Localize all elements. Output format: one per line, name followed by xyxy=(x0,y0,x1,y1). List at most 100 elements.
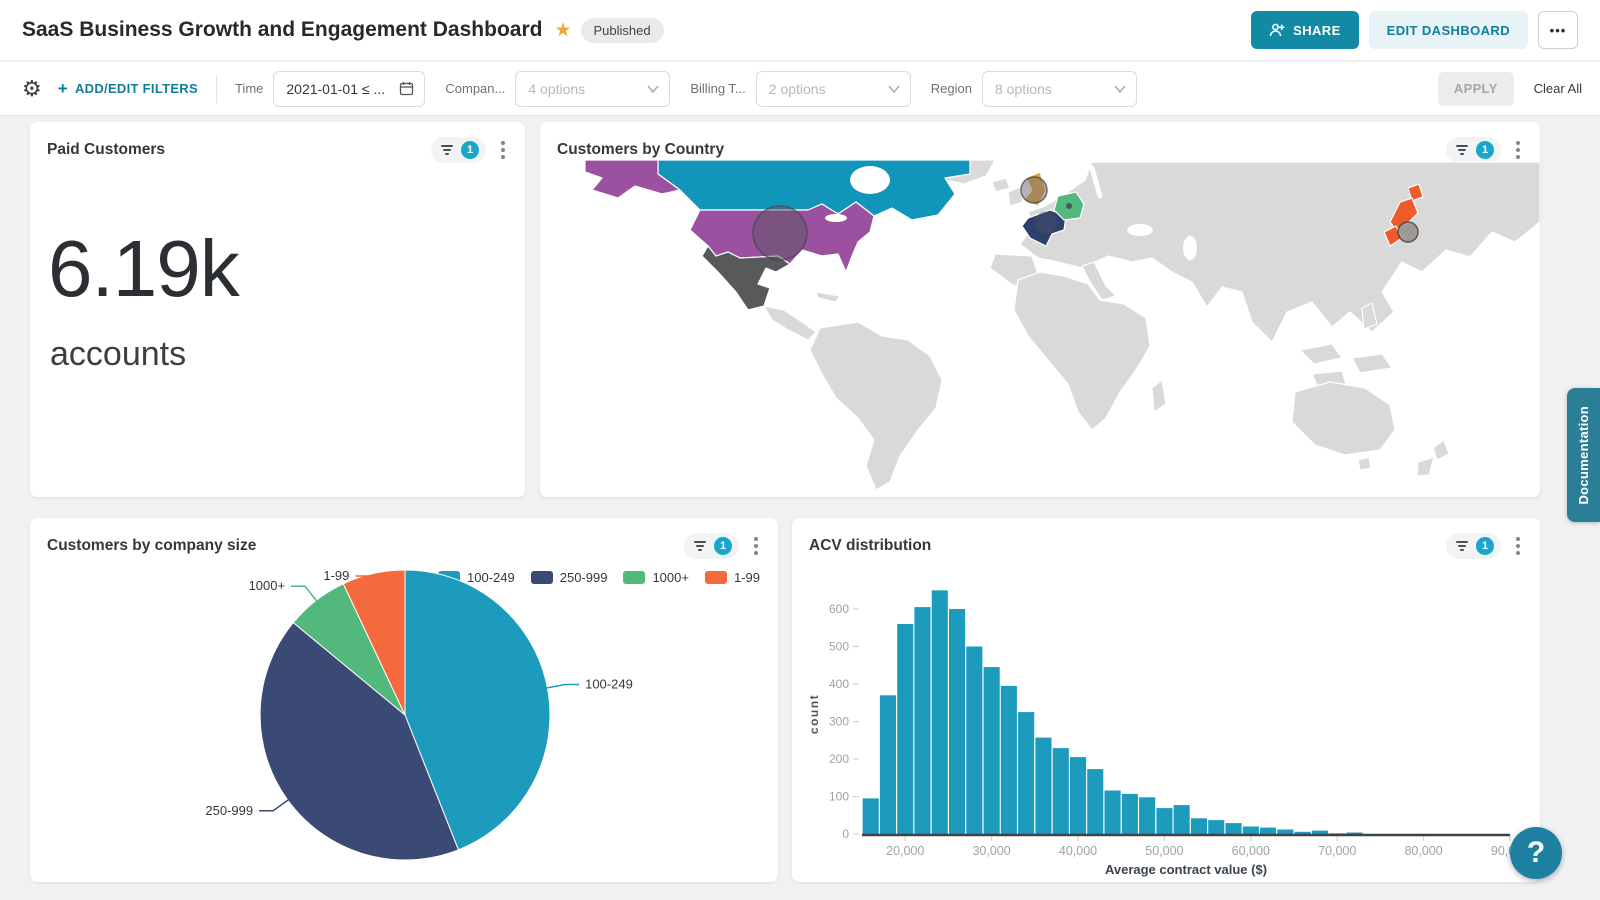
hist-bar[interactable] xyxy=(1087,769,1104,834)
favorite-star-icon[interactable]: ★ xyxy=(554,19,572,41)
country-mexico[interactable] xyxy=(701,245,791,311)
date-filter-input[interactable]: 2021-01-01 ≤ ... xyxy=(273,70,426,107)
pie-label-line xyxy=(355,574,374,577)
clear-all-button[interactable]: Clear All xyxy=(1533,81,1582,96)
chevron-down-icon xyxy=(888,85,900,93)
tasmania xyxy=(1357,456,1372,471)
country-japan-hokkaido[interactable] xyxy=(1407,183,1424,202)
plus-icon: + xyxy=(57,78,68,98)
pie-label-line xyxy=(291,585,318,603)
y-axis-title: count xyxy=(807,694,821,734)
page-title: SaaS Business Growth and Engagement Dash… xyxy=(22,18,543,41)
great-lakes xyxy=(825,214,847,222)
hist-bar[interactable] xyxy=(1225,823,1242,834)
hist-bar[interactable] xyxy=(983,667,1000,834)
x-tick-label: 20,000 xyxy=(886,844,924,858)
filter-group-0: Time 2021-01-01 ≤ ... xyxy=(235,70,426,107)
kebab-menu-icon[interactable] xyxy=(1510,135,1526,165)
pie-slice-label: 1-99 xyxy=(323,568,349,583)
hist-bar[interactable] xyxy=(1070,757,1087,834)
kebab-menu-icon[interactable] xyxy=(748,531,764,561)
settings-gear-icon[interactable]: ⚙ xyxy=(22,75,42,101)
calendar-icon xyxy=(400,82,414,96)
widget-customers-by-country: Customers by Country 1 xyxy=(540,122,1540,497)
hist-bar[interactable] xyxy=(897,624,914,834)
filter-select[interactable]: 2 options xyxy=(755,70,911,107)
bubble-france xyxy=(1034,211,1058,235)
hist-bar[interactable] xyxy=(1052,748,1069,834)
hist-bar[interactable] xyxy=(1294,831,1311,835)
y-tick-label: 300 xyxy=(829,715,849,729)
hist-bar[interactable] xyxy=(1346,832,1363,835)
country-usa-alaska[interactable] xyxy=(584,160,681,199)
hist-bar[interactable] xyxy=(1242,826,1259,835)
kpi-unit: accounts xyxy=(50,335,187,373)
hist-bar[interactable] xyxy=(1208,820,1225,834)
kebab-menu-icon[interactable] xyxy=(495,135,511,165)
indonesia-1 xyxy=(1299,343,1343,365)
widget-filter-chip[interactable]: 1 xyxy=(684,533,739,559)
filter-icon xyxy=(1456,145,1468,155)
kpi-value: 6.19k xyxy=(48,224,240,313)
add-edit-filters-label: ADD/EDIT FILTERS xyxy=(74,81,198,96)
widget-title: ACV distribution xyxy=(809,537,932,554)
filter-select[interactable]: 8 options xyxy=(981,70,1137,107)
x-tick-label: 60,000 xyxy=(1232,844,1270,858)
hist-bar[interactable] xyxy=(1260,827,1277,834)
africa xyxy=(1013,271,1151,431)
hist-bar[interactable] xyxy=(949,609,966,834)
widget-title: Customers by Country xyxy=(557,141,725,158)
filter-label: Billing T... xyxy=(690,81,746,96)
hist-bar[interactable] xyxy=(1311,830,1328,834)
hist-bar[interactable] xyxy=(966,646,983,835)
legend-item-1-99[interactable]: 1-99 xyxy=(704,570,760,585)
widget-title: Paid Customers xyxy=(47,141,166,158)
south-america xyxy=(809,321,943,491)
filter-bar-right: APPLY Clear All xyxy=(1437,71,1582,106)
filter-count-badge: 1 xyxy=(714,537,732,555)
hist-bar[interactable] xyxy=(931,590,948,835)
hist-bar[interactable] xyxy=(1018,712,1035,834)
widget-filter-chip[interactable]: 1 xyxy=(431,137,486,163)
y-tick-label: 100 xyxy=(829,790,849,804)
documentation-tab[interactable]: Documentation xyxy=(1567,388,1600,522)
published-badge: Published xyxy=(580,17,664,43)
hist-bar[interactable] xyxy=(1104,790,1121,835)
hist-bar[interactable] xyxy=(1173,805,1190,834)
widget-filter-chip[interactable]: 1 xyxy=(1446,137,1501,163)
hist-bar[interactable] xyxy=(1139,797,1156,835)
hist-bar[interactable] xyxy=(1000,685,1017,834)
apply-button[interactable]: APPLY xyxy=(1437,71,1514,106)
hist-bar[interactable] xyxy=(1156,808,1173,834)
filter-icon xyxy=(441,145,453,155)
filter-value: 4 options xyxy=(528,80,586,97)
filter-select[interactable]: 4 options xyxy=(515,70,671,107)
widget-filter-chip[interactable]: 1 xyxy=(1446,533,1501,559)
add-edit-filters-button[interactable]: + ADD/EDIT FILTERS xyxy=(58,79,198,99)
filter-group-1: Compan... 4 options xyxy=(445,70,671,107)
help-button[interactable]: ? xyxy=(1510,827,1562,879)
hist-bar[interactable] xyxy=(1190,818,1207,835)
edit-dashboard-button[interactable]: EDIT DASHBOARD xyxy=(1368,11,1528,49)
x-tick-label: 50,000 xyxy=(1145,844,1183,858)
pie-slice-1-99[interactable] xyxy=(342,569,406,716)
hist-bar[interactable] xyxy=(1277,829,1294,835)
hist-bar[interactable] xyxy=(1329,833,1346,835)
more-options-button[interactable]: ••• xyxy=(1538,11,1578,49)
y-tick-label: 200 xyxy=(829,752,849,766)
widget-acv-distribution: ACV distribution 1 0 100 200 300 400 500 600 20… xyxy=(792,518,1540,882)
legend-item-1000+[interactable]: 1000+ xyxy=(623,570,689,585)
legend-item-250-999[interactable]: 250-999 xyxy=(530,570,607,585)
hist-bar[interactable] xyxy=(1121,793,1138,834)
caspian-sea xyxy=(1183,236,1197,260)
share-button[interactable]: SHARE xyxy=(1251,11,1359,49)
hist-bar[interactable] xyxy=(862,798,879,834)
hist-bar[interactable] xyxy=(1035,737,1052,834)
filter-value: 2 options xyxy=(768,80,826,97)
hist-bar[interactable] xyxy=(879,695,896,835)
legend-label: 100-249 xyxy=(467,570,515,585)
kebab-menu-icon[interactable] xyxy=(1510,531,1526,561)
hist-bar[interactable] xyxy=(914,607,931,834)
documentation-tab-label: Documentation xyxy=(1576,405,1591,505)
madagascar xyxy=(1151,379,1167,413)
